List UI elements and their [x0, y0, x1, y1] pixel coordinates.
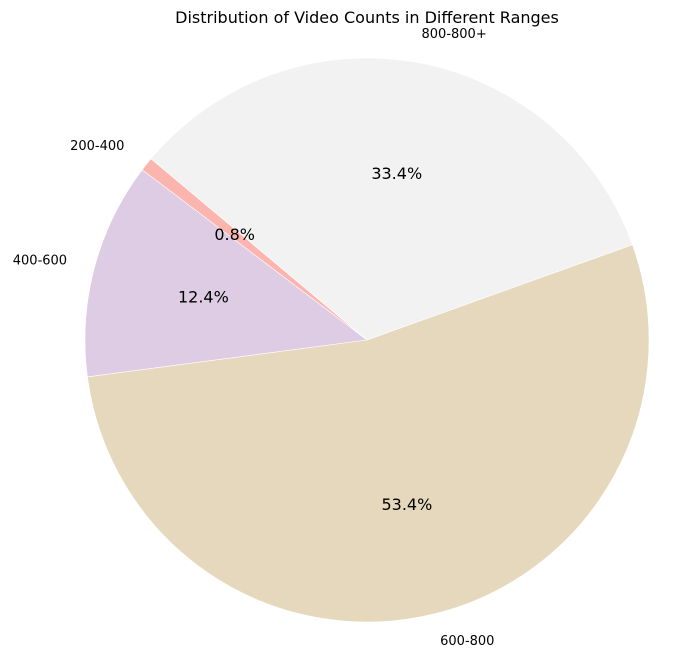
pie-percent-label-600-800: 53.4% [381, 495, 432, 514]
pie-percent-label-200-400: 0.8% [214, 225, 255, 244]
pie-slice-800-800 [150, 57, 633, 341]
pie-labels: 0.8% 200-400 12.4% 400-600 53.4% 600-800 33.4%… [13, 27, 495, 649]
pie-percent-label-400-600: 12.4% [178, 287, 229, 306]
pie-slice-600-800 [87, 244, 650, 623]
pie-category-label-800-800: 800-800+ [422, 27, 487, 42]
pie-category-label-400-600: 400-600 [13, 253, 67, 268]
pie-category-label-200-400: 200-400 [70, 139, 124, 154]
pie-category-label-600-800: 600-800 [440, 634, 494, 649]
chart-title: Distribution of Video Counts in Differen… [175, 8, 559, 27]
pie-percent-label-800-800: 33.4% [371, 164, 422, 183]
pie-slices [84, 57, 650, 623]
pie-slice-400-600 [84, 169, 368, 378]
